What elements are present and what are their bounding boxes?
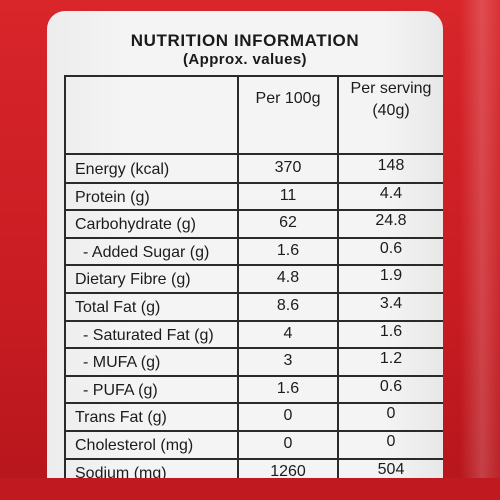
value-per-serving: 0.6	[379, 377, 403, 395]
row-rule	[64, 237, 443, 239]
header-bottom-rule	[64, 153, 443, 155]
value-per-100g: 0	[283, 407, 293, 425]
value-per-serving: 0	[386, 405, 396, 423]
value-per-100g: 8.6	[276, 297, 300, 314]
table-left-border	[64, 75, 66, 485]
nutrient-name: - Saturated Fat (g)	[83, 326, 214, 344]
nutrient-name: - Added Sugar (g)	[83, 243, 210, 261]
value-per-100g: 4.8	[276, 269, 300, 287]
row-rule	[64, 375, 443, 377]
value-per-100g: 3	[283, 352, 293, 370]
row-rule	[64, 320, 443, 322]
row-rule	[64, 430, 443, 432]
nutrient-name: - PUFA (g)	[83, 381, 158, 399]
value-per-100g: 1260	[270, 462, 306, 480]
value-per-100g: 0	[283, 435, 293, 452]
panel-title: NUTRITION INFORMATION	[130, 31, 360, 50]
value-per-serving: 24.8	[375, 212, 407, 230]
nutrient-name: Energy (kcal)	[75, 161, 170, 178]
row-rule	[64, 264, 443, 266]
nutrient-name: Carbohydrate (g)	[75, 216, 196, 234]
row-rule	[64, 292, 443, 294]
value-per-serving: 1.9	[379, 267, 403, 285]
value-per-serving: 1.6	[379, 322, 403, 340]
package-edge-highlight	[460, 0, 500, 500]
row-rule	[64, 347, 443, 349]
value-per-serving: 4.4	[379, 184, 403, 202]
nutrient-name: Sodium (mg)	[75, 464, 167, 482]
column-divider-1	[237, 75, 239, 485]
column-header-per-serving: Per serving	[350, 80, 432, 97]
value-per-serving: 0	[386, 433, 396, 450]
package-bottom-strip	[0, 478, 500, 500]
nutrient-name: Protein (g)	[75, 188, 150, 206]
value-per-serving: 504	[377, 460, 405, 478]
value-per-100g: 370	[274, 159, 302, 176]
nutrient-name: Cholesterol (mg)	[75, 437, 194, 454]
nutrient-name: - MUFA (g)	[83, 354, 161, 372]
nutrient-name: Trans Fat (g)	[75, 409, 167, 427]
nutrition-label-panel: NUTRITION INFORMATION (Approx. values) P…	[47, 11, 443, 495]
row-rule	[64, 402, 443, 404]
value-per-serving: 0.6	[379, 239, 403, 257]
value-per-serving: 1.2	[379, 350, 403, 368]
value-per-serving: 3.4	[379, 295, 403, 312]
value-per-100g: 1.6	[276, 241, 300, 259]
header-top-rule	[64, 75, 443, 77]
value-per-100g: 62	[279, 214, 297, 232]
column-divider-2	[337, 75, 339, 485]
value-per-100g: 1.6	[276, 379, 300, 397]
column-header-per-100g: Per 100g	[255, 90, 321, 107]
row-rule	[64, 209, 443, 211]
row-rule	[64, 458, 443, 460]
nutrient-name: Dietary Fibre (g)	[75, 271, 191, 289]
value-per-100g: 11	[279, 186, 297, 204]
row-rule	[64, 182, 443, 184]
column-header-per-serving-size: (40g)	[372, 102, 410, 119]
panel-subtitle: (Approx. values)	[183, 51, 307, 68]
value-per-100g: 4	[283, 324, 293, 342]
nutrient-name: Total Fat (g)	[75, 299, 161, 316]
value-per-serving: 148	[377, 157, 405, 174]
